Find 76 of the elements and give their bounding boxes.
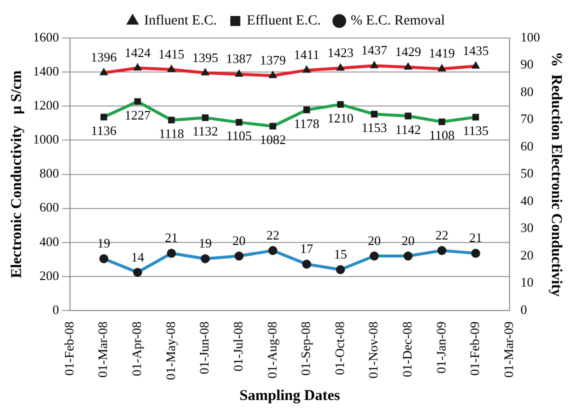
x-tick-label: 01-Apr-08 (129, 322, 144, 376)
y-tick-label: 200 (40, 268, 59, 283)
data-label: 1411 (294, 47, 320, 62)
x-tick-label: 01-Mar-08 (95, 322, 110, 378)
y2-tick-label: 50 (520, 166, 534, 181)
x-tick-label: 01-Jul-08 (230, 322, 246, 372)
y-tick-label: 1600 (33, 29, 59, 44)
x-tick-label: 01-May-08 (162, 322, 178, 380)
x-tick-label: 01-Sep-08 (298, 322, 314, 376)
x-tick-label: 01-Aug-08 (264, 322, 280, 379)
y2-tick-label: 90 (520, 56, 534, 72)
data-label: 1415 (158, 46, 184, 62)
data-label: 14 (131, 249, 145, 264)
y2-tick-label: 30 (520, 220, 534, 236)
data-label: 1419 (428, 46, 455, 61)
data-label: 1379 (260, 52, 286, 68)
data-label: 22 (435, 227, 448, 242)
data-label: 1435 (462, 43, 489, 58)
data-label: 1423 (327, 45, 354, 60)
data-label: 1437 (361, 42, 388, 58)
data-label: 21 (164, 230, 178, 246)
legend-label: % E.C. Removal (350, 14, 446, 29)
data-label: 22 (266, 227, 280, 242)
data-label: 1210 (327, 110, 354, 126)
y-tick-label: 1000 (33, 132, 59, 147)
y-tick-label: 400 (40, 234, 59, 249)
y2-tick-label: 40 (520, 192, 534, 208)
data-label: 17 (300, 241, 314, 256)
y-tick-label: 600 (40, 200, 59, 215)
data-label: 1108 (429, 128, 455, 143)
data-label: 1227 (124, 107, 152, 122)
y2-tick-label: 80 (520, 84, 534, 99)
y-tick-label: 1200 (33, 98, 59, 113)
data-label: 19 (198, 236, 212, 251)
data-label: 21 (469, 230, 482, 246)
x-axis-title: Sampling Dates (240, 388, 340, 404)
legend-label: Influent E.C. (144, 14, 217, 29)
x-tick-label: 01-Feb-09 (467, 322, 482, 376)
data-label: 20 (402, 232, 415, 248)
data-label: 1135 (462, 123, 488, 138)
y2-tick-label: 10 (520, 274, 534, 290)
x-tick-label: 01-Jun-08 (196, 322, 212, 374)
data-label: 1105 (226, 128, 252, 144)
data-label: 1429 (395, 44, 422, 60)
data-label: 1395 (192, 50, 218, 65)
x-tick-label: 01-Nov-08 (366, 322, 381, 379)
data-label: 1396 (90, 50, 118, 65)
data-label: 19 (97, 236, 110, 251)
y2-tick-label: 20 (520, 247, 534, 262)
x-tick-label: 01-Dec-08 (400, 322, 414, 378)
x-tick-label: 01-Oct-08 (332, 322, 347, 375)
data-label: 1142 (395, 122, 421, 137)
y-tick-label: 800 (40, 166, 59, 181)
data-label: 1424 (124, 44, 152, 60)
y2-tick-label: 100 (520, 29, 540, 44)
data-label: 1153 (362, 120, 388, 136)
x-tick-label: 01-Jan-09 (433, 322, 448, 374)
data-label: 1178 (294, 116, 320, 131)
x-tick-label: 01-Feb-08 (61, 322, 76, 376)
data-label: 20 (368, 232, 381, 248)
y2-tick-label: 0 (520, 302, 527, 317)
y2-axis-title: % Reduction Electronic Conductivity (548, 52, 564, 298)
data-label: 1136 (91, 122, 118, 138)
data-label: 20 (232, 232, 246, 248)
legend-label: Effluent E.C. (246, 14, 321, 29)
data-label: 1118 (158, 126, 184, 142)
data-label: 1387 (226, 51, 253, 66)
x-tick-label: 01-Mar-09 (500, 322, 516, 378)
y-tick-label: 1400 (33, 63, 59, 78)
y2-tick-label: 60 (520, 138, 534, 154)
data-label: 1082 (260, 132, 286, 148)
data-label: 15 (334, 246, 347, 262)
y2-tick-label: 70 (520, 111, 534, 126)
data-label: 1132 (192, 124, 218, 139)
y-tick-label: 0 (52, 302, 59, 317)
y-axis-title: Electronic Conductivity μ S/cm (8, 70, 25, 278)
